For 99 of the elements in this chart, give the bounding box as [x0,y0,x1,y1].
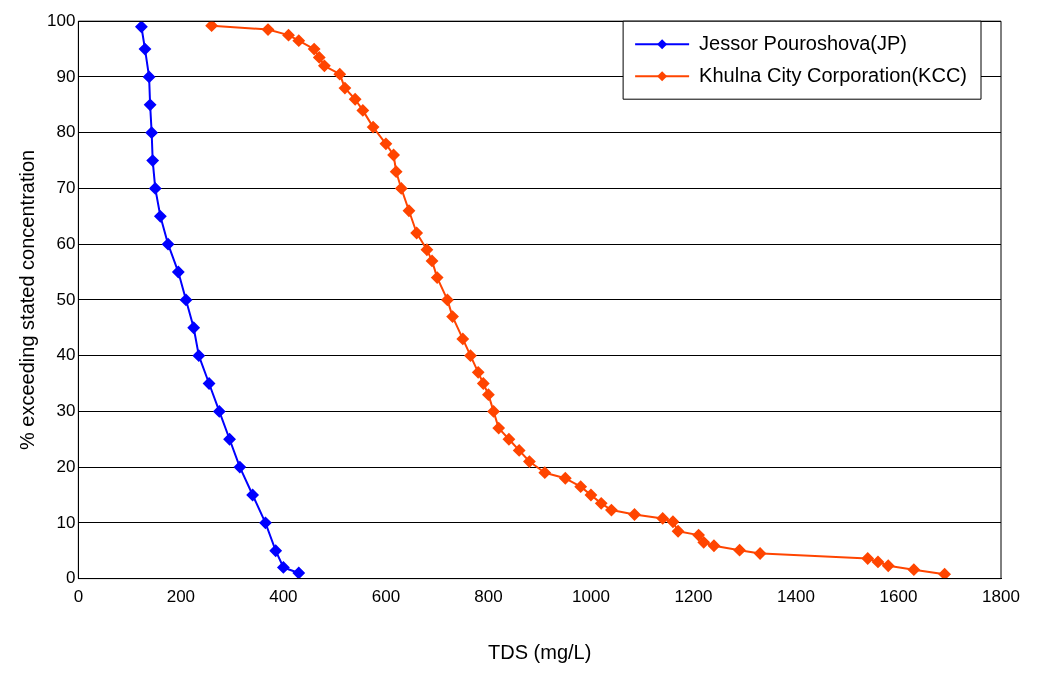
x-tick-label: 800 [474,587,503,607]
point [523,455,536,468]
point [269,544,282,557]
point [666,515,679,528]
point [390,165,403,178]
point [464,349,477,362]
point [595,497,608,510]
y-tick-label: 90 [56,66,76,86]
point [628,508,641,521]
point [482,388,495,401]
point [246,488,259,501]
point [146,154,159,167]
point [538,466,551,479]
point [333,68,346,81]
point [605,504,618,517]
point [672,525,685,538]
x-tick-label: 200 [166,587,196,607]
point [259,516,272,529]
legend-label: Jessor Pouroshova(JP) [699,31,907,54]
point [441,293,454,306]
y-tick-label: 20 [56,456,76,476]
point [292,567,305,579]
point [149,182,162,195]
point [282,29,295,42]
point [431,271,444,284]
point [697,536,710,549]
point [574,480,587,493]
point [145,126,158,139]
point [154,210,167,223]
point [172,266,185,279]
legend-label: Khulna City Corporation(KCC) [699,63,968,86]
point [513,444,526,457]
point [338,82,351,95]
point [318,59,331,72]
point [692,529,705,542]
y-tick-label: 80 [56,122,76,142]
point [387,148,400,161]
point [446,310,459,323]
point [492,422,505,435]
point [938,568,951,579]
point [277,561,290,574]
y-tick-label: 40 [56,345,76,365]
point [205,21,218,32]
point [426,254,439,267]
point [143,70,156,83]
point [559,472,572,485]
point [733,544,746,557]
x-tick-label: 1400 [777,587,815,607]
point [379,137,392,150]
point [754,547,767,560]
point [395,182,408,195]
point [162,238,175,251]
y-axis-title: % exceeding stated concentration [15,149,38,450]
point [139,43,151,56]
point [861,552,874,565]
point [192,349,205,362]
x-tick-label: 1200 [674,587,713,607]
y-tick-label: 30 [56,401,76,421]
point [707,539,720,552]
point [349,93,362,106]
point [313,51,326,64]
point [882,559,895,572]
point [187,321,200,334]
point [487,405,500,418]
x-tick-label: 1600 [879,587,918,607]
point [213,405,226,418]
point [477,377,490,390]
y-tick-label: 60 [56,233,76,253]
point [456,332,469,345]
point [410,227,423,240]
point [472,366,485,379]
point [292,34,305,47]
point [584,488,597,501]
point [180,293,193,306]
x-tick-label: 600 [371,587,401,607]
point [907,563,920,576]
point [262,23,275,36]
x-tick-label: 400 [269,587,298,607]
point [203,377,216,390]
point [420,243,433,256]
point [135,21,148,33]
y-tick-label: 70 [56,178,76,198]
point [144,98,157,111]
y-tick-label: 100 [46,10,76,30]
y-tick-label: 10 [56,512,76,532]
x-tick-label: 1000 [572,587,610,607]
point [656,512,669,525]
point [871,555,884,568]
point [356,104,369,117]
point [223,433,236,446]
x-axis-title: TDS (mg/L) [488,640,592,663]
y-tick-label: 50 [56,289,76,309]
point [502,433,515,446]
y-tick-label: 0 [65,568,76,588]
x-tick-label: 1800 [982,587,1020,607]
point [233,461,246,474]
point [367,121,380,134]
point [402,204,415,217]
point [308,43,321,56]
